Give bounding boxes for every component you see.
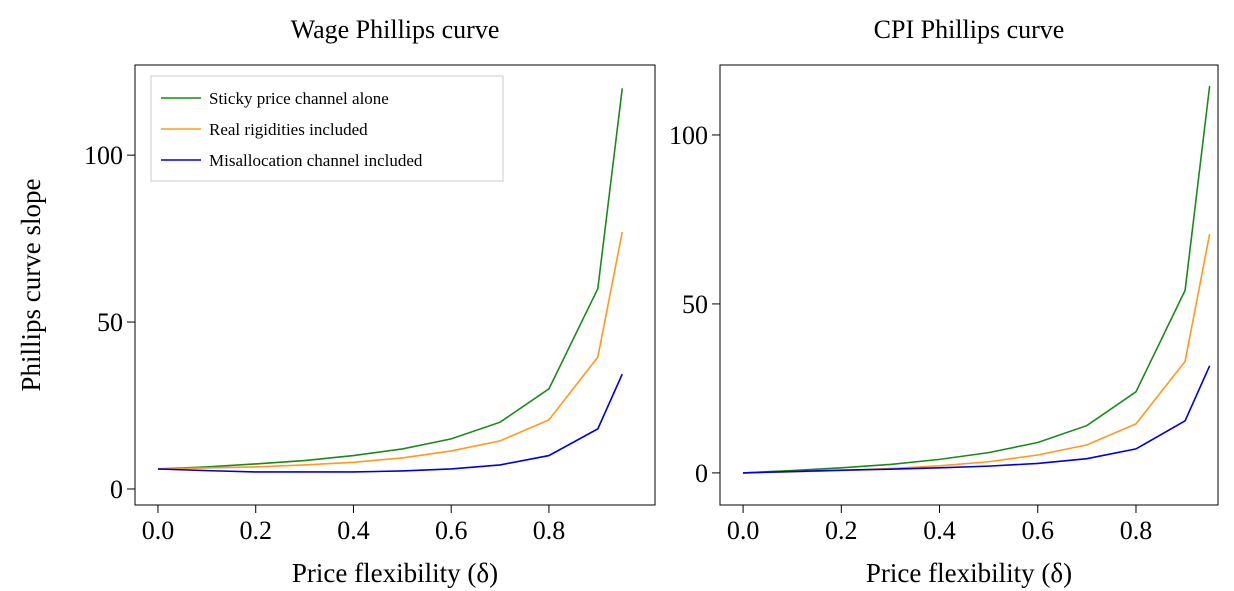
- series-line: [743, 233, 1211, 474]
- x-tick-label: 0.0: [142, 516, 175, 545]
- x-tick-label: 0.6: [435, 516, 468, 545]
- legend-label: Misallocation channel included: [209, 151, 423, 170]
- x-tick-label: 0.4: [923, 516, 956, 545]
- y-tick-label: 100: [84, 141, 123, 170]
- series-line: [157, 373, 623, 473]
- y-tick-label: 50: [682, 290, 708, 319]
- plot-frame: [719, 64, 1219, 506]
- chart-title: CPI Phillips curve: [874, 15, 1065, 44]
- series-line: [743, 365, 1211, 474]
- series-line: [157, 231, 624, 470]
- series-line: [743, 85, 1211, 474]
- legend-label: Sticky price channel alone: [209, 89, 389, 108]
- legend-label: Real rigidities included: [209, 120, 368, 139]
- y-tick-label: 0: [695, 459, 708, 488]
- y-tick-label: 50: [97, 308, 123, 337]
- x-tick-label: 0.0: [727, 516, 760, 545]
- x-tick-label: 0.2: [825, 516, 858, 545]
- x-axis-label: Price flexibility (δ): [866, 558, 1072, 588]
- x-tick-label: 0.8: [1120, 516, 1153, 545]
- x-tick-label: 0.4: [337, 516, 370, 545]
- x-tick-label: 0.8: [533, 516, 566, 545]
- plot-frame: [134, 64, 656, 506]
- y-tick-label: 0: [110, 475, 123, 504]
- x-axis-label: Price flexibility (δ): [292, 558, 498, 588]
- x-tick-label: 0.2: [239, 516, 272, 545]
- y-tick-label: 100: [669, 121, 708, 150]
- y-axis-label: Phillips curve slope: [16, 178, 46, 391]
- chart-title: Wage Phillips curve: [291, 15, 500, 44]
- x-tick-label: 0.6: [1022, 516, 1055, 545]
- series-line: [157, 88, 624, 470]
- legend-box: [150, 75, 504, 182]
